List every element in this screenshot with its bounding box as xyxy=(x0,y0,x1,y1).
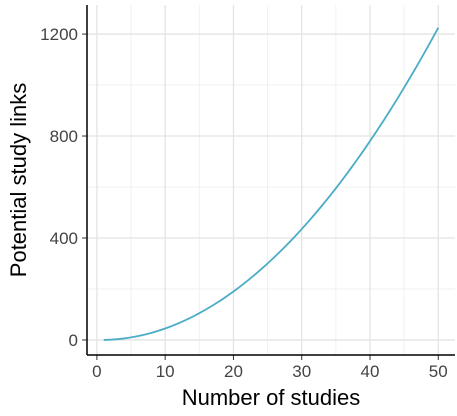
x-axis-title: Number of studies xyxy=(182,385,361,410)
y-axis-title: Potential study links xyxy=(6,83,31,277)
x-tick-label: 50 xyxy=(429,362,448,381)
y-tick-label: 800 xyxy=(50,127,78,146)
y-tick-label: 0 xyxy=(69,331,78,350)
x-tick-label: 10 xyxy=(156,362,175,381)
y-tick-label: 1200 xyxy=(40,25,78,44)
data-line xyxy=(103,27,440,341)
x-tick-label: 0 xyxy=(92,362,101,381)
x-tick-label: 20 xyxy=(224,362,243,381)
y-tick-label: 400 xyxy=(50,229,78,248)
x-tick-label: 30 xyxy=(292,362,311,381)
x-tick-label: 40 xyxy=(361,362,380,381)
